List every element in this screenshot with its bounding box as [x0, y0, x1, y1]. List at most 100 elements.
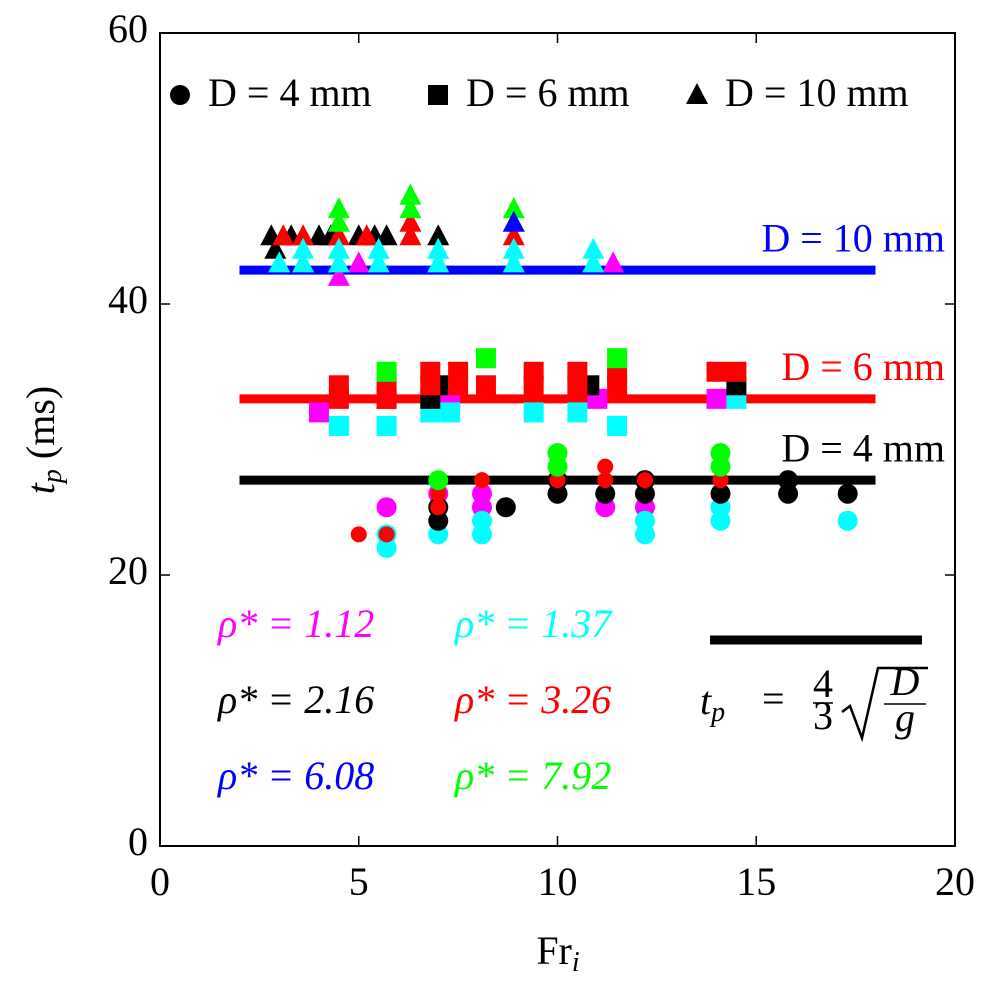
data-point [523, 361, 544, 382]
data-point [502, 251, 525, 273]
data-point [448, 361, 469, 382]
data-point [597, 458, 614, 475]
data-point [378, 526, 395, 543]
data-point [607, 348, 628, 369]
data-point [634, 524, 655, 545]
y-tick-label: 0 [128, 819, 148, 864]
data-point [582, 237, 605, 259]
data-point [712, 472, 729, 489]
data-point [327, 237, 350, 259]
data-point [567, 361, 588, 382]
data-point [475, 375, 496, 396]
data-point [420, 361, 441, 382]
data-point [376, 361, 397, 382]
data-point [376, 415, 397, 436]
y-label-symbol: t [18, 482, 63, 494]
data-point [264, 237, 287, 259]
color-legend-label: ρ* = 1.12 [216, 601, 374, 646]
data-point [430, 499, 447, 516]
data-point [597, 472, 614, 489]
color-legend-label: ρ* = 1.37 [453, 601, 613, 646]
fit-line-label: D = 10 mm [761, 215, 945, 260]
data-point [837, 483, 858, 504]
data-point [475, 348, 496, 369]
model-lhs-symbol: t [700, 678, 712, 723]
data-point [706, 388, 727, 409]
y-tick-label: 20 [108, 548, 148, 593]
data-point [327, 197, 350, 219]
data-point [710, 456, 731, 477]
data-point [292, 224, 315, 246]
color-legend-label: ρ* = 7.92 [453, 753, 611, 798]
color-legend-label: ρ* = 6.08 [216, 753, 374, 798]
data-point [495, 497, 516, 518]
x-tick-label: 0 [150, 859, 170, 904]
data-point [399, 210, 422, 232]
data-point [778, 483, 799, 504]
legend-label: D = 10 mm [725, 70, 909, 115]
x-tick-label: 15 [736, 859, 776, 904]
y-tick-label: 40 [108, 277, 148, 322]
model-inner-num: D [890, 659, 920, 704]
data-point [427, 237, 450, 259]
x-tick-label: 5 [349, 859, 369, 904]
data-point [347, 251, 370, 273]
data-point [327, 224, 350, 246]
model-inner-den: g [895, 695, 915, 740]
legend-label: D = 4 mm [208, 70, 372, 115]
data-point [430, 485, 447, 502]
data-point [710, 510, 731, 531]
data-point [602, 251, 625, 273]
data-point [367, 237, 390, 259]
x-axis-label: Fri [536, 928, 579, 978]
data-point [523, 402, 544, 423]
data-point [427, 224, 450, 246]
data-point [595, 483, 616, 504]
data-point [399, 224, 422, 246]
y-axis-label: tp (ms) [18, 386, 68, 494]
data-point [837, 510, 858, 531]
data-point [607, 415, 628, 436]
x-tick-label: 10 [538, 859, 578, 904]
fit-line-label: D = 6 mm [781, 344, 945, 389]
data-point [502, 197, 525, 219]
data-point [272, 224, 295, 246]
data-point [327, 264, 350, 286]
fit-line-label: D = 4 mm [781, 425, 945, 470]
data-point [502, 237, 525, 259]
model-eq: = [762, 676, 785, 721]
sqrt-sign [841, 666, 928, 743]
data-point [706, 361, 727, 382]
x-label-symbol: Fr [536, 928, 572, 973]
data-point [427, 251, 450, 273]
data-point [567, 402, 588, 423]
data-point [502, 224, 525, 246]
data-point [328, 375, 349, 396]
x-label-sub: i [572, 947, 580, 978]
data-point [376, 497, 397, 518]
legend-marker [686, 83, 708, 104]
data-point [440, 402, 461, 423]
y-tick-label: 60 [108, 6, 148, 51]
data-point [726, 361, 747, 382]
model-num: 4 [813, 661, 833, 706]
legend-marker [170, 85, 190, 105]
data-point [327, 210, 350, 232]
y-label-unit: (ms) [18, 386, 63, 459]
data-point [582, 251, 605, 273]
data-point [355, 224, 378, 246]
data-point [367, 251, 390, 273]
data-point [710, 483, 731, 504]
model-lhs: tp [700, 678, 725, 728]
data-point [375, 224, 398, 246]
model-lhs-sub: p [709, 697, 725, 728]
color-legend-label: ρ* = 2.16 [216, 677, 374, 722]
data-point [350, 526, 367, 543]
data-point [473, 472, 490, 489]
color-legend-label: ρ* = 3.26 [453, 677, 611, 722]
data-point [502, 210, 525, 232]
model-den: 3 [813, 693, 833, 738]
y-label-sub: p [37, 469, 68, 485]
data-point [292, 237, 315, 259]
